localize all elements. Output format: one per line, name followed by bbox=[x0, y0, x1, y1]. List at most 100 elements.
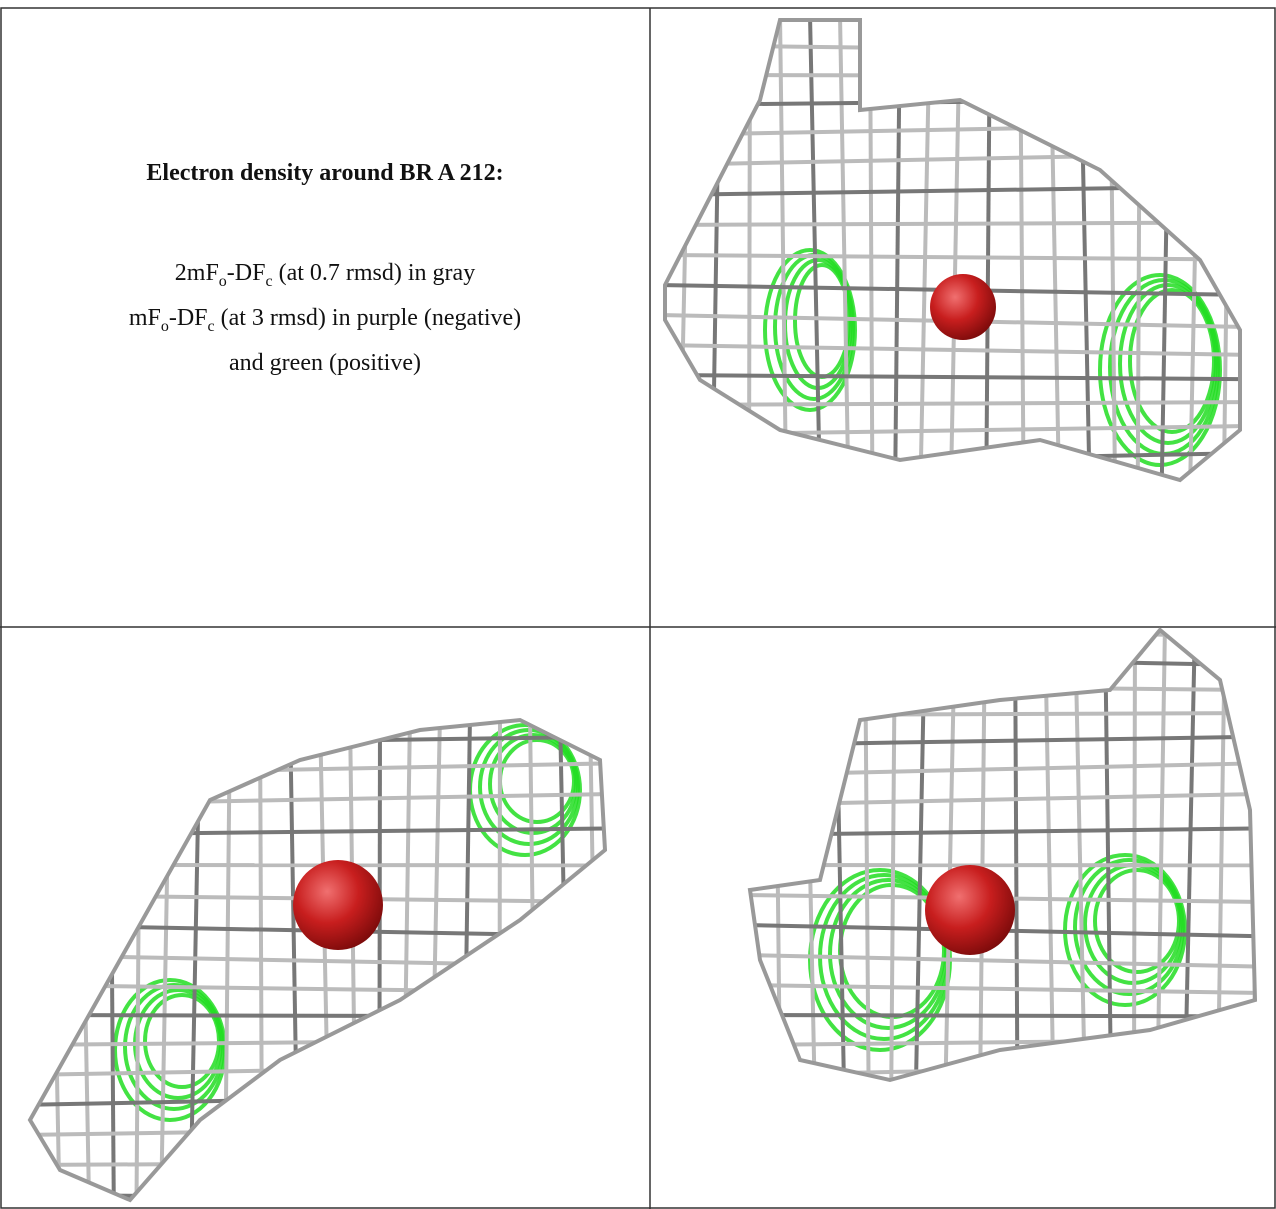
positive-density bbox=[763, 248, 857, 412]
mesh-line bbox=[20, 715, 25, 1205]
mesh-line bbox=[1159, 20, 1172, 480]
caption: Electron density around BR A 212: 2mFo-D… bbox=[10, 160, 640, 381]
mesh-line bbox=[773, 630, 783, 1080]
mesh-line bbox=[497, 720, 502, 1200]
text-run: and green (positive) bbox=[229, 349, 421, 376]
mesh-line bbox=[528, 720, 539, 1200]
mesh-line bbox=[750, 683, 1255, 693]
mesh-line bbox=[750, 1013, 1255, 1019]
mesh-line bbox=[428, 720, 442, 1200]
mesh-line bbox=[30, 1091, 605, 1107]
outer-border bbox=[0, 7, 1276, 1209]
mesh-line bbox=[30, 1193, 605, 1200]
mesh-outline bbox=[27, 717, 608, 1203]
mesh-line bbox=[868, 20, 875, 480]
mesh-line bbox=[1043, 630, 1056, 1080]
density-mesh bbox=[653, 15, 1240, 485]
mesh-line bbox=[30, 953, 605, 969]
subscript: c bbox=[207, 317, 215, 335]
mesh-line bbox=[750, 734, 1255, 747]
mesh-line bbox=[665, 343, 1240, 357]
subscript: c bbox=[265, 272, 273, 290]
positive-density bbox=[828, 878, 948, 1030]
mesh-line bbox=[78, 720, 92, 1200]
positive-density bbox=[793, 263, 851, 379]
mesh-line bbox=[1013, 630, 1020, 1080]
mesh-line bbox=[778, 20, 789, 480]
text-run: -DF bbox=[168, 304, 208, 331]
mesh-line bbox=[750, 761, 1255, 777]
mesh-line bbox=[665, 253, 1240, 262]
mesh-line bbox=[1221, 20, 1232, 480]
positive-density bbox=[1063, 853, 1187, 1007]
bromide-atom bbox=[293, 860, 383, 950]
mesh-line bbox=[30, 791, 605, 807]
mesh-line bbox=[808, 20, 822, 480]
mesh-line bbox=[750, 711, 1255, 717]
mesh-line bbox=[750, 953, 1255, 969]
mesh-line bbox=[665, 43, 1240, 55]
density-mesh bbox=[743, 625, 1255, 1085]
mesh-line bbox=[108, 720, 116, 1200]
positive-density bbox=[123, 983, 225, 1111]
mesh-line bbox=[984, 20, 992, 480]
mesh-line bbox=[710, 20, 722, 480]
mesh-line bbox=[400, 720, 412, 1200]
mesh-line bbox=[30, 1159, 605, 1167]
mesh-line bbox=[30, 1013, 605, 1019]
mesh-line bbox=[750, 653, 1255, 668]
mesh-line bbox=[653, 15, 660, 485]
mesh-line bbox=[1183, 630, 1197, 1080]
mesh-line bbox=[20, 713, 615, 715]
mesh-line bbox=[30, 1062, 605, 1077]
text-run: mF bbox=[128, 304, 161, 331]
caption-line: mFo-DFc (at 3 rmsd) in purple (negative) bbox=[10, 300, 640, 345]
mesh-line bbox=[48, 720, 62, 1200]
positive-density bbox=[143, 993, 221, 1089]
mesh-line bbox=[747, 20, 752, 480]
mesh-line bbox=[30, 761, 605, 777]
mesh-line bbox=[665, 400, 1240, 407]
text-run: (at 0.7 rmsd) in gray bbox=[272, 260, 476, 286]
mesh-line bbox=[743, 625, 745, 1085]
text-run: 2mF bbox=[174, 260, 219, 286]
mesh-line bbox=[1073, 630, 1087, 1080]
mesh-line bbox=[1135, 20, 1142, 480]
subscript: o bbox=[218, 272, 227, 290]
mesh-line bbox=[750, 983, 1255, 995]
positive-density bbox=[1128, 288, 1216, 434]
bromide-atom bbox=[930, 274, 996, 340]
mesh-line bbox=[665, 220, 1240, 227]
mesh-line bbox=[1048, 20, 1061, 480]
positive-density bbox=[1073, 858, 1185, 996]
caption-title: Electron density around BR A 212: bbox=[146, 160, 504, 186]
mesh-line bbox=[665, 373, 1240, 382]
mesh-line bbox=[750, 1037, 1255, 1047]
caption-lines: 2mFo-DFc (at 0.7 rmsd) in gray mFo-DFc (a… bbox=[10, 255, 640, 381]
mesh-line bbox=[1018, 20, 1026, 480]
mesh-line bbox=[1131, 630, 1137, 1080]
mesh-line bbox=[1155, 630, 1167, 1080]
mesh-line bbox=[1108, 20, 1118, 480]
mesh-line bbox=[665, 73, 1240, 78]
positive-density bbox=[1118, 283, 1218, 445]
mesh-line bbox=[838, 20, 851, 480]
mesh-line bbox=[1103, 630, 1114, 1080]
density-mesh bbox=[20, 713, 615, 1205]
mesh-line bbox=[377, 720, 382, 1200]
bromide-atom bbox=[925, 865, 1015, 955]
mesh-line bbox=[558, 720, 572, 1200]
mesh-line bbox=[30, 983, 605, 995]
positive-density bbox=[1093, 868, 1181, 974]
mesh-line bbox=[665, 20, 1240, 29]
mesh-outline bbox=[747, 627, 1258, 1083]
positive-density bbox=[1098, 273, 1222, 467]
mesh-line bbox=[750, 791, 1255, 807]
subscript: o bbox=[160, 317, 169, 335]
caption-line: and green (positive) bbox=[10, 345, 640, 381]
mesh-line bbox=[948, 20, 962, 480]
mesh-line bbox=[750, 826, 1255, 837]
mesh-line bbox=[30, 1123, 605, 1137]
